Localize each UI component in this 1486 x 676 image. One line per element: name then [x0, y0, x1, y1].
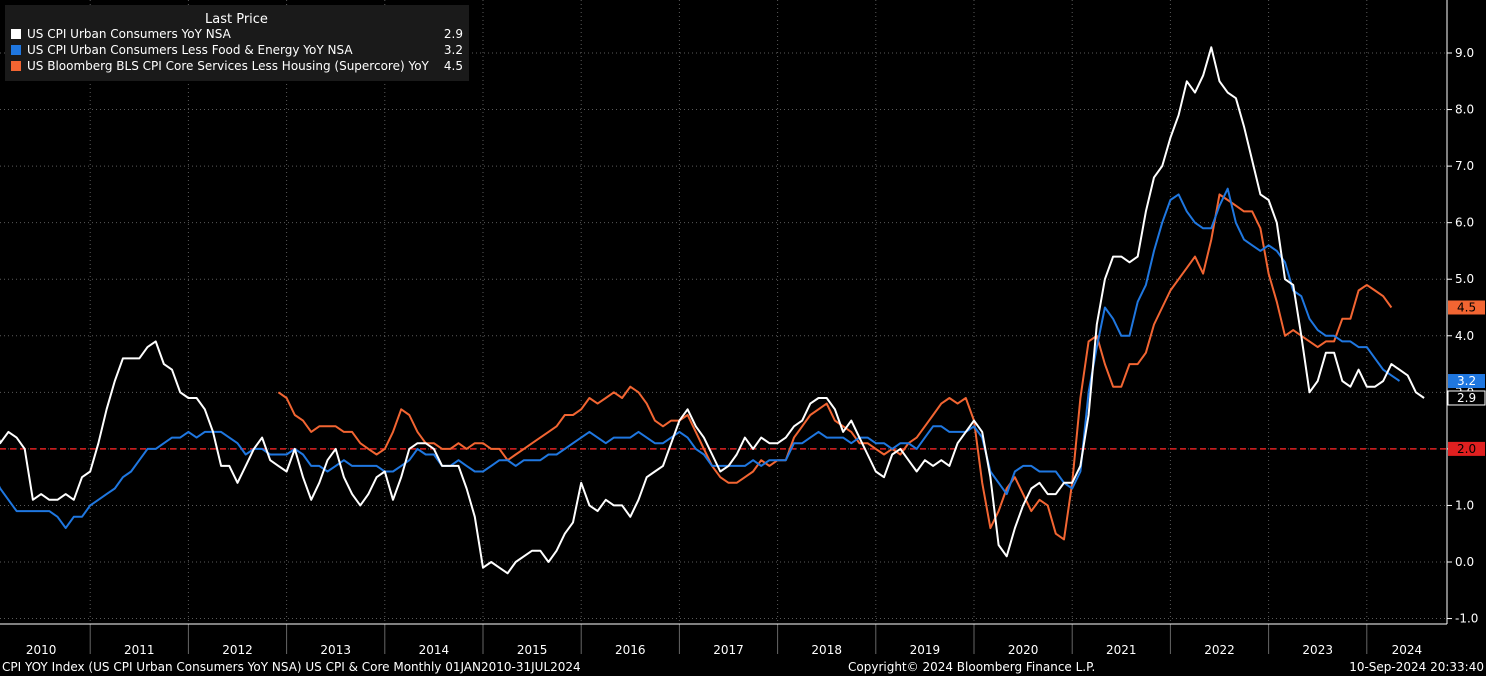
- x-tick-label: 2016: [615, 643, 646, 657]
- x-tick-label: 2017: [713, 643, 744, 657]
- x-tick-label: 2011: [124, 643, 155, 657]
- y-tick-label: 0.0: [1455, 555, 1474, 569]
- y-tick-label: 8.0: [1455, 103, 1474, 117]
- legend-item-value: 2.9: [443, 27, 463, 41]
- last-value-text: 3.2: [1457, 374, 1476, 388]
- legend-item: US Bloomberg BLS CPI Core Services Less …: [11, 59, 463, 73]
- last-value-label: 3.2: [1448, 374, 1485, 389]
- legend-swatch: [11, 61, 21, 71]
- last-value-text: 2.0: [1457, 442, 1476, 456]
- series-line: [277, 193, 1393, 541]
- x-tick-label: 2018: [811, 643, 842, 657]
- last-value-label: 2.0: [1448, 441, 1485, 456]
- legend-item: US CPI Urban Consumers YoY NSA 2.9: [11, 27, 463, 41]
- series-layer: [0, 46, 1447, 575]
- x-tick-label: 2015: [517, 643, 548, 657]
- y-tick-label: 1.0: [1455, 498, 1474, 512]
- y-tick-label: 6.0: [1455, 216, 1474, 230]
- last-value-text: 4.5: [1457, 301, 1476, 315]
- last-value-badge: [1448, 441, 1485, 456]
- last-value-text: 2.9: [1457, 391, 1476, 405]
- footer-copyright: Copyright© 2024 Bloomberg Finance L.P.: [848, 660, 1096, 674]
- legend: Last Price US CPI Urban Consumers YoY NS…: [5, 5, 469, 81]
- last-value-badge: [1447, 390, 1486, 406]
- legend-swatch: [11, 45, 21, 55]
- legend-item-label: US CPI Urban Consumers YoY NSA: [27, 27, 231, 41]
- legend-title: Last Price: [205, 12, 268, 27]
- footer-timestamp: 10-Sep-2024 20:33:40: [1349, 660, 1484, 674]
- x-tick-label: 2014: [419, 643, 450, 657]
- x-tick-label: 2024: [1392, 643, 1423, 657]
- x-tick-label: 2021: [1106, 643, 1137, 657]
- last-value-label: 2.9: [1447, 390, 1486, 406]
- labels-layer: 4.5 3.2 2.9 2.0: [1447, 300, 1486, 456]
- legend-item: US CPI Urban Consumers Less Food & Energ…: [11, 43, 463, 57]
- legend-swatch: [11, 29, 21, 39]
- y-tick-label: -1.0: [1455, 612, 1478, 626]
- grid: [0, 0, 1447, 624]
- y-tick-label: 7.0: [1455, 159, 1474, 173]
- last-value-label: 4.5: [1448, 300, 1485, 315]
- series-line: [0, 46, 1425, 575]
- last-value-badge: [1448, 374, 1485, 389]
- x-tick-label: 2013: [320, 643, 351, 657]
- x-tick-label: 2019: [910, 643, 941, 657]
- legend-item-value: 4.5: [443, 59, 463, 73]
- y-tick-label: 5.0: [1455, 272, 1474, 286]
- series-line: [0, 187, 1401, 530]
- x-tick-label: 2010: [26, 643, 57, 657]
- x-tick-label: 2020: [1008, 643, 1039, 657]
- y-tick-label: 4.0: [1455, 329, 1474, 343]
- legend-item-label: US Bloomberg BLS CPI Core Services Less …: [27, 59, 429, 73]
- legend-item-value: 3.2: [443, 43, 463, 57]
- x-tick-label: 2023: [1302, 643, 1333, 657]
- y-tick-label: 9.0: [1455, 46, 1474, 60]
- footer-source: CPI YOY Index (US CPI Urban Consumers Yo…: [2, 660, 581, 674]
- x-tick-label: 2012: [222, 643, 253, 657]
- last-value-badge: [1448, 300, 1485, 315]
- x-tick-label: 2022: [1204, 643, 1235, 657]
- legend-item-label: US CPI Urban Consumers Less Food & Energ…: [27, 43, 353, 57]
